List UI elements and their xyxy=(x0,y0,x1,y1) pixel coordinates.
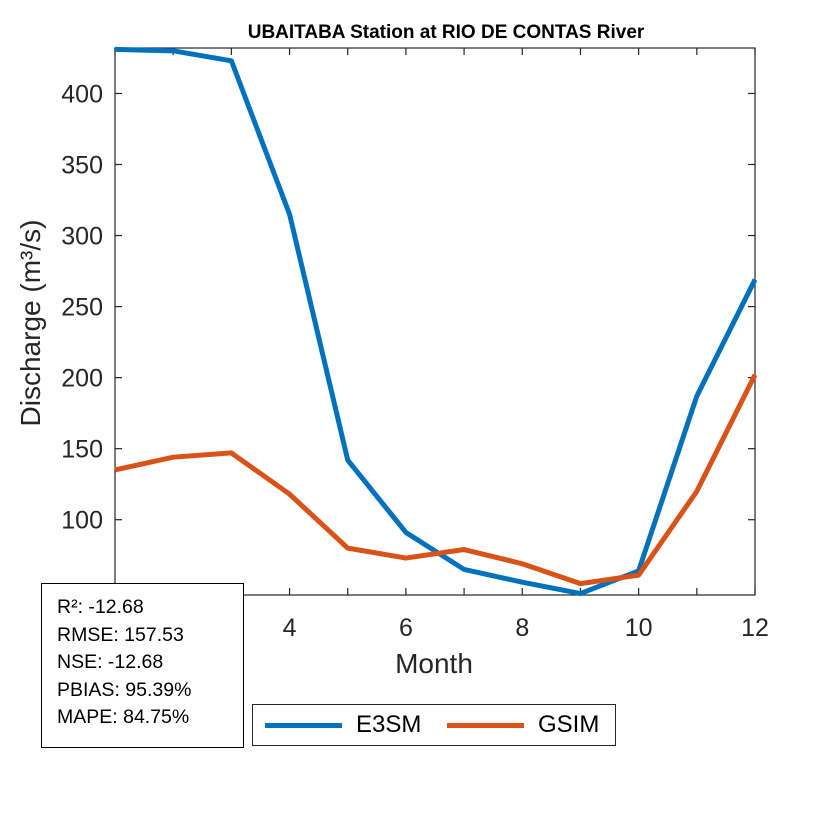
y-tick-label: 250 xyxy=(61,294,103,322)
legend-item-e3sm: E3SM xyxy=(265,705,421,745)
x-axis-label: Month xyxy=(395,648,473,679)
pbias-stat: PBIAS: 95.39% xyxy=(57,678,192,701)
y-tick-label: 350 xyxy=(61,152,103,180)
legend-item-gsim: GSIM xyxy=(447,705,599,745)
r2-stat: R²: -12.68 xyxy=(57,596,144,618)
series-line-gsim xyxy=(114,373,758,587)
plot-area xyxy=(114,47,756,596)
legend-label-e3sm: E3SM xyxy=(356,711,422,738)
y-tick-label: 100 xyxy=(61,507,103,535)
legend-swatch-gsim xyxy=(447,722,524,728)
stats-box: R²: -12.68 RMSE: 157.53 NSE: -12.68 PBIA… xyxy=(41,583,244,748)
x-tick-label: 6 xyxy=(399,614,413,642)
x-tick-label: 4 xyxy=(283,614,297,642)
x-tick-label: 12 xyxy=(741,614,769,642)
x-tick-label: 8 xyxy=(515,614,529,642)
series-line-e3sm xyxy=(114,46,758,597)
x-tick-label: 10 xyxy=(625,614,653,642)
y-axis-label: Discharge (m³/s) xyxy=(15,220,46,427)
chart-title: UBAITABA Station at RIO DE CONTAS River xyxy=(248,22,645,43)
legend: E3SM GSIM xyxy=(252,704,616,746)
rmse-stat: RMSE: 157.53 xyxy=(57,623,184,646)
y-tick-label: 400 xyxy=(61,80,103,108)
series-lines xyxy=(114,46,758,597)
mape-stat: MAPE: 84.75% xyxy=(57,706,190,728)
y-tick-label: 300 xyxy=(61,223,103,251)
y-tick-label: 150 xyxy=(61,436,103,464)
legend-swatch-e3sm xyxy=(265,722,342,728)
legend-label-gsim: GSIM xyxy=(538,711,600,738)
y-tick-label: 200 xyxy=(61,365,103,393)
axis-ticks: 100 150 200 250 300 350 400 4 6 8 10 12 xyxy=(61,48,769,642)
nse-stat: NSE: -12.68 xyxy=(57,651,164,673)
